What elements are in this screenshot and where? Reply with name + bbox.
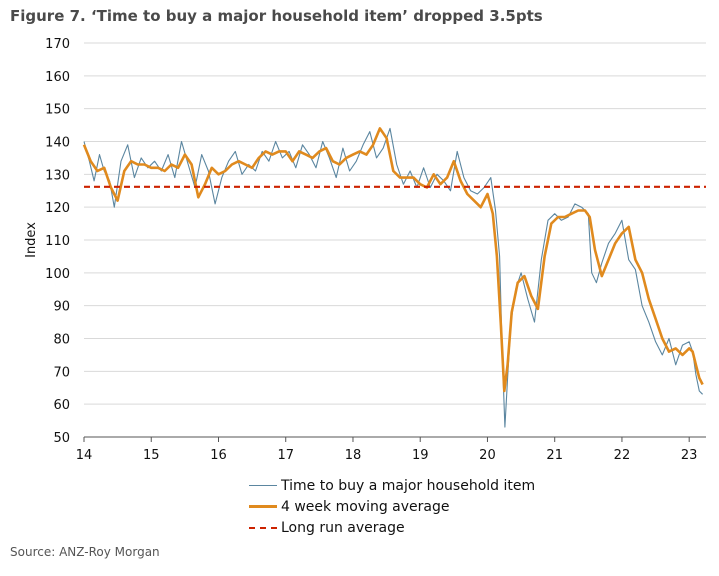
y-axis-label: Index xyxy=(24,222,39,258)
x-tick-label: 21 xyxy=(546,448,563,463)
x-tick-label: 23 xyxy=(681,448,698,463)
y-tick-label: 60 xyxy=(53,398,70,413)
legend-item-ma: 4 week moving average xyxy=(249,496,535,517)
legend-item-lr: Long run average xyxy=(249,517,535,538)
y-tick-label: 160 xyxy=(45,70,70,85)
legend-label-ma: 4 week moving average xyxy=(281,498,450,515)
y-tick-label: 150 xyxy=(45,103,70,118)
series-line-0 xyxy=(83,127,703,428)
legend-label-lr: Long run average xyxy=(281,519,405,536)
y-tick-label: 110 xyxy=(45,234,70,249)
legend-swatch-lr xyxy=(249,526,277,529)
legend-label-raw: Time to buy a major household item xyxy=(281,477,536,494)
x-tick-label: 22 xyxy=(614,448,631,463)
x-tick-label: 19 xyxy=(412,448,429,463)
y-tick-labels: 50 60 70 80 90 100 110 120 130 140 150 160 170 xyxy=(45,37,70,446)
y-tick-label: 80 xyxy=(53,333,70,348)
y-tick-label: 140 xyxy=(45,136,70,151)
legend-swatch-ma xyxy=(249,505,277,508)
y-tick-label: 100 xyxy=(45,267,70,282)
x-tick-labels: 14 15 16 17 18 19 20 21 22 23 xyxy=(76,437,698,463)
y-tick-label: 90 xyxy=(53,300,70,315)
chart-title: Figure 7. ‘Time to buy a major household… xyxy=(10,7,543,25)
series-lines xyxy=(82,127,706,428)
x-tick-label: 17 xyxy=(277,448,294,463)
legend-swatch-raw xyxy=(249,485,277,486)
series-line-1 xyxy=(82,127,704,393)
chart-legend: Time to buy a major household item 4 wee… xyxy=(249,475,535,538)
y-tick-label: 70 xyxy=(53,365,70,380)
y-tick-label: 130 xyxy=(45,168,70,183)
y-tick-label: 170 xyxy=(45,37,70,52)
x-tick-label: 14 xyxy=(76,448,93,463)
y-tick-label: 50 xyxy=(53,431,70,446)
x-tick-label: 15 xyxy=(143,448,160,463)
legend-item-raw: Time to buy a major household item xyxy=(249,475,535,496)
x-tick-label: 16 xyxy=(210,448,227,463)
x-tick-label: 20 xyxy=(479,448,496,463)
y-tick-label: 120 xyxy=(45,201,70,216)
source-note: Source: ANZ-Roy Morgan xyxy=(10,545,160,559)
x-tick-label: 18 xyxy=(345,448,362,463)
gridlines xyxy=(84,42,706,438)
